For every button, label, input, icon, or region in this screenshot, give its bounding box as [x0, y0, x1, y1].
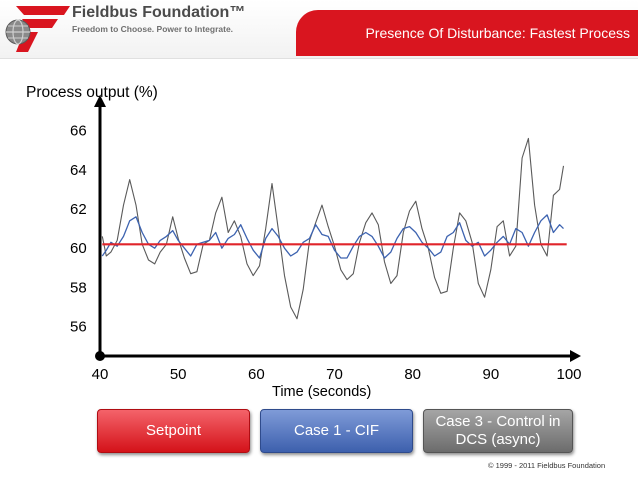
y-tick-label: 62: [70, 201, 87, 218]
x-tick-label: 100: [556, 366, 581, 383]
copyright-text: © 1999 - 2011 Fieldbus Foundation: [488, 461, 606, 470]
axis-origin-dot: [95, 351, 105, 361]
legend-case3-dcs-async: Case 3 - Control in DCS (async): [423, 409, 573, 453]
x-tick-label: 80: [404, 366, 421, 383]
series-case3-dcs-line: [101, 137, 565, 320]
legend-case1-cif: Case 1 - CIF: [260, 409, 413, 453]
x-axis-title: Time (seconds): [272, 384, 372, 400]
legend-setpoint: Setpoint: [97, 409, 250, 453]
y-tick-label: 64: [70, 162, 87, 179]
y-axis-title: Process output (%): [26, 84, 158, 101]
y-tick-label: 58: [70, 279, 87, 296]
y-tick-label: 56: [70, 319, 87, 336]
x-tick-label: 90: [482, 366, 499, 383]
fieldbus-logo-icon: [5, 6, 70, 52]
x-tick-label: 60: [248, 366, 265, 383]
y-axis-arrow: [94, 95, 106, 107]
brand-name: Fieldbus Foundation™: [72, 4, 246, 21]
slide-title: Presence Of Disturbance: Fastest Process: [365, 25, 630, 41]
x-tick-label: 40: [92, 366, 109, 383]
y-tick-label: 60: [70, 240, 87, 257]
title-banner: Presence Of Disturbance: Fastest Process: [296, 10, 638, 56]
x-tick-label: 70: [326, 366, 343, 383]
x-axis-arrow: [570, 350, 581, 362]
x-tick-label: 50: [170, 366, 187, 383]
y-tick-label: 66: [70, 123, 87, 140]
brand-tagline: Freedom to Choose. Power to Integrate.: [72, 24, 234, 34]
